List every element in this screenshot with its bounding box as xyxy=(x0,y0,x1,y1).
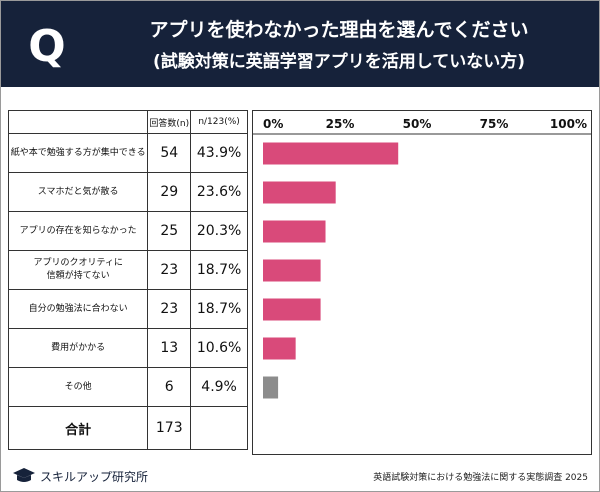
table-row: 費用がかかる 13 10.6% xyxy=(7,328,248,368)
row-count: 29 xyxy=(147,172,192,212)
header-blank xyxy=(7,110,149,134)
row-percent: 20.3% xyxy=(190,211,248,251)
total-count: 173 xyxy=(147,406,192,450)
total-percent-empty xyxy=(190,406,248,450)
title-line-2: (試験対策に英語学習アプリを活用していない方) xyxy=(152,52,526,72)
header-count: 回答数(n) xyxy=(147,110,192,134)
table-row: アプリのクオリティに 信頼が持てない 23 18.7% xyxy=(7,250,248,290)
bar xyxy=(263,298,321,321)
bar-chart: 0% 25% 50% 75% 100% xyxy=(253,117,591,399)
row-count: 6 xyxy=(147,367,192,407)
row-percent: 23.6% xyxy=(190,172,248,212)
row-label: 自分の勉強法に合わない xyxy=(7,289,149,329)
bar xyxy=(263,181,336,204)
row-percent: 18.7% xyxy=(190,289,248,329)
row-count: 23 xyxy=(147,289,192,329)
results-table: 回答数(n) n/123(%) 紙や本で勉強する方が集中できる 54 43.9%… xyxy=(7,110,248,450)
row-count: 54 xyxy=(147,133,192,173)
graduation-cap-icon xyxy=(13,468,35,482)
total-label: 合計 xyxy=(7,406,149,450)
bar xyxy=(263,142,399,165)
header-banner: Q アプリを使わなかった理由を選んでください (試験対策に英語学習アプリを活用し… xyxy=(1,1,599,87)
tick-label: 0% xyxy=(263,117,283,131)
row-label: その他 xyxy=(7,367,149,407)
tick-label: 50% xyxy=(403,117,432,131)
row-percent: 18.7% xyxy=(190,250,248,290)
bar-chart-area: 0% 25% 50% 75% 100% xyxy=(252,110,592,455)
row-count: 25 xyxy=(147,211,192,251)
table-row: その他 6 4.9% xyxy=(7,367,248,407)
bar xyxy=(263,220,326,243)
tick-label: 25% xyxy=(326,117,355,131)
row-label: アプリのクオリティに 信頼が持てない xyxy=(7,250,149,290)
row-count: 13 xyxy=(147,328,192,368)
row-percent: 43.9% xyxy=(190,133,248,173)
table-row: 紙や本で勉強する方が集中できる 54 43.9% xyxy=(7,133,248,173)
bar xyxy=(263,376,279,399)
table-row: 自分の勉強法に合わない 23 18.7% xyxy=(7,289,248,329)
bar xyxy=(263,259,321,282)
row-label: 紙や本で勉強する方が集中できる xyxy=(7,133,149,173)
table-row: アプリの存在を知らなかった 25 20.3% xyxy=(7,211,248,251)
row-label: スマホだと気が散る xyxy=(7,172,149,212)
row-label: 費用がかかる xyxy=(7,328,149,368)
source-caption: 英語試験対策における勉強法に関する実態調査 2025 xyxy=(373,473,588,483)
row-count: 23 xyxy=(147,250,192,290)
total-row: 合計 173 xyxy=(7,406,248,450)
table-row: スマホだと気が散る 29 23.6% xyxy=(7,172,248,212)
brand-logo-text: スキルアップ研究所 xyxy=(40,470,149,484)
row-percent: 10.6% xyxy=(190,328,248,368)
tick-label: 100% xyxy=(550,117,587,131)
tick-label: 75% xyxy=(480,117,509,131)
header-percent: n/123(%) xyxy=(190,110,248,134)
title-line-1: アプリを使わなかった理由を選んでください xyxy=(149,19,529,41)
bar xyxy=(263,337,296,360)
row-label: アプリの存在を知らなかった xyxy=(7,211,149,251)
question-badge: Q xyxy=(28,21,66,72)
row-percent: 4.9% xyxy=(190,367,248,407)
